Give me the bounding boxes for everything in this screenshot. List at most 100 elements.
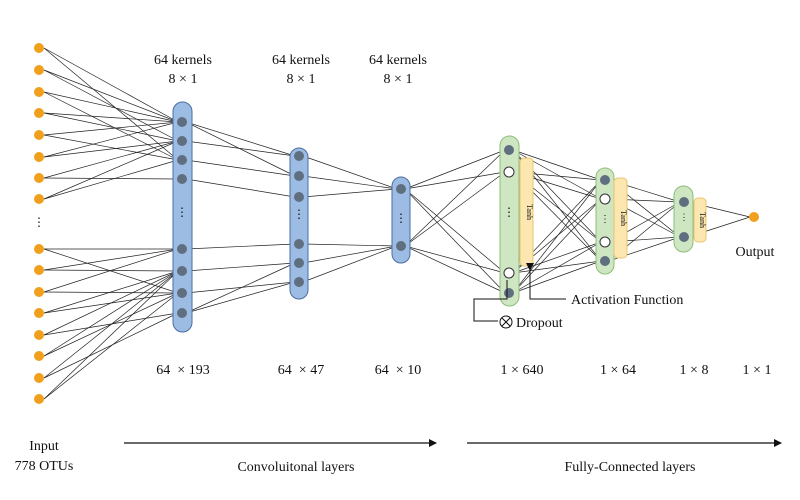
edge-40: [185, 121, 296, 177]
network-nodes: [34, 43, 759, 404]
edge-70: [512, 241, 602, 294]
edge-39: [185, 281, 296, 314]
edge-45: [302, 243, 398, 247]
dim-label-fc3: 1 × 8: [680, 363, 709, 378]
edge-47: [302, 245, 398, 283]
edge-53: [404, 171, 506, 247]
input-node-14: [34, 373, 44, 383]
edge-2: [43, 69, 179, 123]
edge-49: [404, 171, 506, 190]
conv-layer-2-bar: [289, 147, 309, 300]
conv3-node-1: [396, 241, 406, 251]
edge-33: [185, 140, 296, 157]
input-label-count: 778 OTUs: [15, 459, 74, 474]
edge-31: [43, 292, 179, 400]
kernel-label-2-count: 64 kernels: [272, 53, 330, 68]
input-node-9: [34, 265, 44, 275]
edge-30: [43, 270, 179, 400]
input-node-0: [34, 43, 44, 53]
edge-54: [404, 245, 506, 274]
tanh-label-3: Tanh: [698, 212, 707, 228]
fc1-node-0: [504, 145, 514, 155]
dim-label-conv1: 64 × 193: [156, 363, 209, 378]
input-node-3: [34, 108, 44, 118]
conv1-node-7: [177, 308, 187, 318]
conv2-node-5: [294, 277, 304, 287]
edge-11: [43, 140, 179, 158]
edge-56: [512, 149, 602, 181]
dim-label-output: 1 × 1: [743, 363, 772, 378]
input-node-2: [34, 87, 44, 97]
conv1-node-4: [177, 244, 187, 254]
fc1-node-3: [504, 288, 514, 298]
input-node-11: [34, 308, 44, 318]
edge-35: [185, 178, 296, 198]
conv1-node-5: [177, 266, 187, 276]
dimension-labels: 64 × 193 64 × 47 64 × 10 1 × 640 1 × 64 …: [156, 363, 771, 378]
kernel-label-3-size: 8 × 1: [384, 72, 413, 87]
conv2-node-4: [294, 258, 304, 268]
edge-24: [43, 270, 179, 336]
edge-46: [302, 245, 398, 264]
edge-69: [512, 198, 602, 294]
dim-label-conv2: 64 × 47: [278, 363, 324, 378]
fc-layer-2-tanh: [613, 177, 628, 259]
edge-29: [43, 312, 179, 379]
kernel-label-1-count: 64 kernels: [154, 53, 212, 68]
dim-label-conv3: 64 × 10: [375, 363, 421, 378]
fc3-ellipsis: ⋮: [680, 212, 689, 222]
input-label-title: Input: [29, 439, 59, 454]
edge-44: [302, 188, 398, 198]
tanh-label-1: Tanh: [525, 204, 534, 220]
edge-48: [404, 149, 506, 190]
edge-9: [43, 134, 179, 161]
input-node-4: [34, 130, 44, 140]
edge-26: [43, 270, 179, 357]
conv1-node-6: [177, 288, 187, 298]
edge-34: [185, 159, 296, 177]
fc3-node-0: [679, 197, 689, 207]
edge-42: [302, 155, 398, 190]
fc1-ellipsis: ⋮: [503, 205, 515, 219]
dropout-label: Dropout: [516, 316, 563, 331]
kernel-label-1-size: 8 × 1: [169, 72, 198, 87]
conv2-node-1: [294, 171, 304, 181]
edge-7: [43, 112, 179, 142]
edge-52: [404, 149, 506, 247]
edge-28: [43, 270, 179, 379]
kernel-label-3-count: 64 kernels: [369, 53, 427, 68]
fc2-node-3: [600, 256, 610, 266]
edge-51: [404, 188, 506, 294]
conv1-node-1: [177, 136, 187, 146]
fc-section-label: Fully-Connected layers: [564, 460, 695, 475]
edge-41: [185, 262, 296, 314]
edge-6: [43, 112, 179, 123]
edge-1: [43, 47, 179, 161]
fc-layer-1-bar: [499, 135, 520, 307]
edge-18: [43, 248, 179, 271]
conv2-node-2: [294, 192, 304, 202]
fc1-node-1: [503, 166, 515, 178]
input-node-12: [34, 330, 44, 340]
edge-20: [43, 248, 179, 293]
input-node-8: [34, 244, 44, 254]
edge-50: [404, 188, 506, 274]
output-node-0: [749, 212, 759, 222]
edge-71: [512, 260, 602, 294]
fc2-ellipsis: ⋮: [600, 214, 610, 225]
fc2-node-0: [600, 175, 610, 185]
input-ellipsis: ⋮: [33, 215, 45, 229]
edge-13: [43, 177, 179, 180]
tanh-label-2: Tanh: [619, 210, 628, 226]
fc2-node-1: [599, 193, 611, 205]
edge-32: [185, 121, 296, 157]
conv-layer-3-bar: [391, 176, 411, 264]
fc-layer-3-tanh: [693, 197, 707, 243]
dropout-icon: [499, 315, 513, 329]
edge-22: [43, 270, 179, 314]
activation-callout-line: [526, 263, 566, 300]
edge-67: [512, 260, 602, 274]
edge-36: [185, 243, 296, 250]
fc2-node-2: [599, 236, 611, 248]
